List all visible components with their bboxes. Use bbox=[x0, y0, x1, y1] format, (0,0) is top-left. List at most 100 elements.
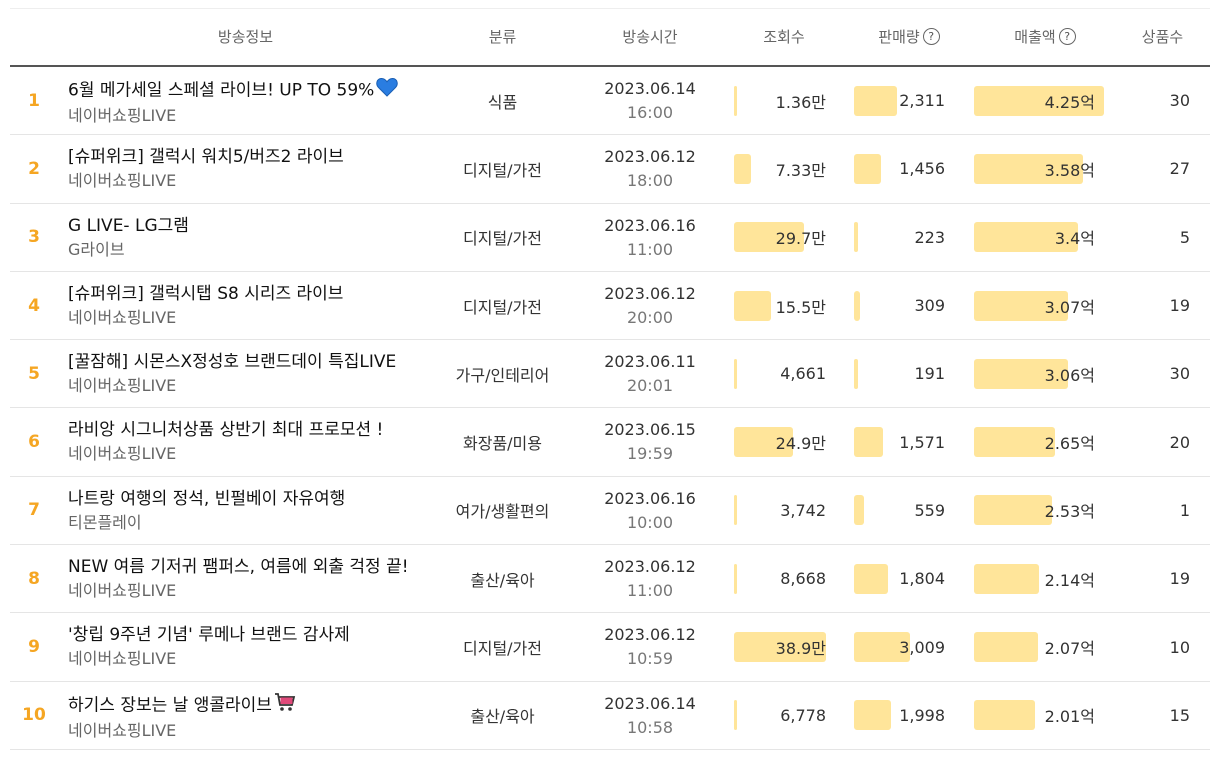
table-row[interactable]: 1 6월 메가세일 스페셜 라이브! UP TO 59% 네이버쇼핑LIVE 식품 20… bbox=[10, 67, 1210, 136]
views-metric: 7.33만 bbox=[734, 135, 826, 202]
views-value: 8,668 bbox=[780, 569, 826, 589]
table-row[interactable]: 2 [슈퍼위크] 갤럭시 워치5/버즈2 라이브 네이버쇼핑LIVE 디지털/가전 20… bbox=[10, 135, 1210, 204]
product-count: 5 bbox=[1179, 227, 1190, 247]
broadcast-title[interactable]: [슈퍼위크] 갤럭시탭 S8 시리즈 라이브 bbox=[68, 282, 438, 306]
table-row[interactable]: 5 [꿀잠해] 시몬스X정성호 브랜드데이 특집LIVE 네이버쇼핑LIVE 가구/인… bbox=[10, 340, 1210, 409]
revenue-metric: 2.14억 bbox=[974, 545, 1095, 612]
table-row[interactable]: 7 나트랑 여행의 정석, 빈펄베이 자유여행 티몬플레이 여가/생활편의 2023.0… bbox=[10, 477, 1210, 546]
sales-value: 1,456 bbox=[899, 159, 945, 179]
table-row[interactable]: 10 하기스 장보는 날 앵콜라이브 네이버쇼핑LIVE 출산/육아 2023.06.1… bbox=[10, 682, 1210, 750]
broadcast-info: [슈퍼위크] 갤럭시탭 S8 시리즈 라이브 네이버쇼핑LIVE bbox=[68, 282, 438, 330]
rank-number: 6 bbox=[28, 432, 40, 453]
sales-bar bbox=[854, 427, 884, 458]
broadcast-title[interactable]: 나트랑 여행의 정석, 빈펄베이 자유여행 bbox=[68, 487, 438, 511]
revenue-metric: 2.07억 bbox=[974, 613, 1095, 680]
channel-name: 네이버쇼핑LIVE bbox=[68, 171, 177, 191]
channel-name: 네이버쇼핑LIVE bbox=[68, 649, 177, 669]
sales-bar bbox=[854, 290, 860, 321]
sales-bar bbox=[854, 358, 858, 389]
sales-bar bbox=[854, 700, 891, 731]
channel-name: 네이버쇼핑LIVE bbox=[68, 307, 177, 327]
views-bar bbox=[734, 85, 738, 116]
table-row[interactable]: 4 [슈퍼위크] 갤럭시탭 S8 시리즈 라이브 네이버쇼핑LIVE 디지털/가전 20… bbox=[10, 272, 1210, 341]
broadcast-title[interactable]: 라비앙 시그니처상품 상반기 최대 프로모션 ! bbox=[68, 418, 438, 442]
header-views[interactable]: 조회수 bbox=[763, 28, 805, 46]
broadcast-time: 2023.06.12 11:00 bbox=[580, 555, 720, 603]
broadcast-date: 2023.06.12 bbox=[604, 283, 696, 303]
header-info[interactable]: 방송정보 bbox=[217, 28, 274, 46]
views-bar bbox=[734, 495, 737, 526]
header-sales[interactable]: 판매량? bbox=[854, 9, 964, 65]
revenue-bar bbox=[974, 427, 1055, 458]
table-row[interactable]: 3 G LIVE- LG그램 G라이브 디지털/가전 2023.06.16 11:00 29… bbox=[10, 204, 1210, 272]
broadcast-title[interactable]: 6월 메가세일 스페셜 라이브! UP TO 59% bbox=[68, 77, 438, 104]
broadcast-title[interactable]: G LIVE- LG그램 bbox=[68, 214, 438, 238]
views-value: 4,661 bbox=[780, 364, 826, 384]
product-count: 15 bbox=[1169, 705, 1190, 725]
views-value: 24.9만 bbox=[775, 434, 826, 454]
broadcast-title[interactable]: NEW 여름 기저귀 팸퍼스, 여름에 외출 걱정 끝! bbox=[68, 555, 438, 579]
revenue-metric: 3.58억 bbox=[974, 135, 1095, 202]
views-bar bbox=[734, 427, 793, 458]
broadcast-clock: 19:59 bbox=[626, 444, 674, 464]
table-row[interactable]: 9 '창립 9주년 기념' 루메나 브랜드 감사제 네이버쇼핑LIVE 디지털/가전 2… bbox=[10, 613, 1210, 682]
broadcast-title[interactable]: '창립 9주년 기념' 루메나 브랜드 감사제 bbox=[68, 623, 438, 647]
revenue-bar bbox=[974, 153, 1084, 184]
broadcast-title[interactable]: 하기스 장보는 날 앵콜라이브 bbox=[68, 692, 438, 719]
category: 출산/육아 bbox=[470, 570, 535, 590]
product-count: 19 bbox=[1169, 296, 1190, 316]
revenue-value: 2.53억 bbox=[1044, 502, 1095, 522]
table-row[interactable]: 8 NEW 여름 기저귀 팸퍼스, 여름에 외출 걱정 끝! 네이버쇼핑LIVE 출산… bbox=[10, 545, 1210, 614]
sales-value: 309 bbox=[914, 296, 945, 316]
broadcast-info: 나트랑 여행의 정석, 빈펄베이 자유여행 티몬플레이 bbox=[68, 487, 438, 535]
views-value: 1.36만 bbox=[775, 92, 826, 112]
broadcast-date: 2023.06.15 bbox=[604, 420, 696, 440]
header-category[interactable]: 분류 bbox=[488, 28, 517, 46]
revenue-bar bbox=[974, 85, 1104, 116]
broadcast-title-text: G LIVE- LG그램 bbox=[68, 215, 189, 236]
views-value: 6,778 bbox=[780, 705, 826, 725]
broadcast-title[interactable]: [슈퍼위크] 갤럭시 워치5/버즈2 라이브 bbox=[68, 145, 438, 169]
sales-metric: 3,009 bbox=[854, 613, 945, 680]
category: 디지털/가전 bbox=[463, 160, 542, 180]
views-metric: 4,661 bbox=[734, 340, 826, 407]
broadcast-clock: 11:00 bbox=[626, 239, 674, 259]
rank-number: 9 bbox=[28, 637, 40, 658]
revenue-value: 2.65억 bbox=[1044, 434, 1095, 454]
table-header: 방송정보 분류 방송시간 조회수 판매량? 매출액? 상품수 bbox=[10, 8, 1210, 67]
help-icon[interactable]: ? bbox=[922, 28, 940, 45]
broadcast-title-text: 나트랑 여행의 정석, 빈펄베이 자유여행 bbox=[68, 488, 346, 509]
header-time[interactable]: 방송시간 bbox=[622, 28, 678, 46]
broadcast-date: 2023.06.12 bbox=[604, 625, 696, 645]
broadcast-clock: 11:00 bbox=[626, 581, 674, 601]
table-row[interactable]: 6 라비앙 시그니처상품 상반기 최대 프로모션 ! 네이버쇼핑LIVE 화장품/미용… bbox=[10, 408, 1210, 477]
broadcast-title[interactable]: [꿀잠해] 시몬스X정성호 브랜드데이 특집LIVE bbox=[68, 350, 438, 374]
broadcast-date: 2023.06.12 bbox=[604, 147, 696, 167]
product-count: 20 bbox=[1169, 432, 1190, 452]
views-value: 15.5만 bbox=[775, 297, 826, 317]
rank-number: 2 bbox=[28, 158, 40, 179]
views-bar bbox=[734, 222, 804, 253]
header-revenue-label: 매출액 bbox=[1014, 28, 1056, 46]
broadcast-time: 2023.06.16 11:00 bbox=[580, 214, 720, 262]
views-bar bbox=[734, 358, 737, 389]
header-products[interactable]: 상품수 bbox=[1141, 28, 1184, 46]
category: 디지털/가전 bbox=[463, 229, 542, 249]
category: 출산/육아 bbox=[470, 707, 535, 727]
header-revenue[interactable]: 매출액? bbox=[980, 9, 1110, 65]
revenue-metric: 3.06억 bbox=[974, 340, 1095, 407]
revenue-bar bbox=[974, 700, 1036, 731]
broadcast-clock: 10:59 bbox=[626, 649, 674, 669]
category: 화장품/미용 bbox=[463, 434, 542, 454]
sales-bar bbox=[854, 222, 859, 253]
sales-metric: 1,998 bbox=[854, 682, 945, 749]
help-icon[interactable]: ? bbox=[1058, 28, 1076, 45]
product-count: 30 bbox=[1169, 91, 1190, 111]
broadcast-info: 하기스 장보는 날 앵콜라이브 네이버쇼핑LIVE bbox=[68, 692, 438, 743]
broadcast-time: 2023.06.14 16:00 bbox=[580, 77, 720, 125]
broadcast-time: 2023.06.11 20:01 bbox=[580, 350, 720, 398]
channel-name: 네이버쇼핑LIVE bbox=[68, 720, 177, 740]
revenue-value: 3.58억 bbox=[1044, 160, 1095, 180]
broadcast-title-text: 라비앙 시그니처상품 상반기 최대 프로모션 ! bbox=[68, 420, 384, 441]
revenue-value: 2.01억 bbox=[1044, 707, 1095, 727]
